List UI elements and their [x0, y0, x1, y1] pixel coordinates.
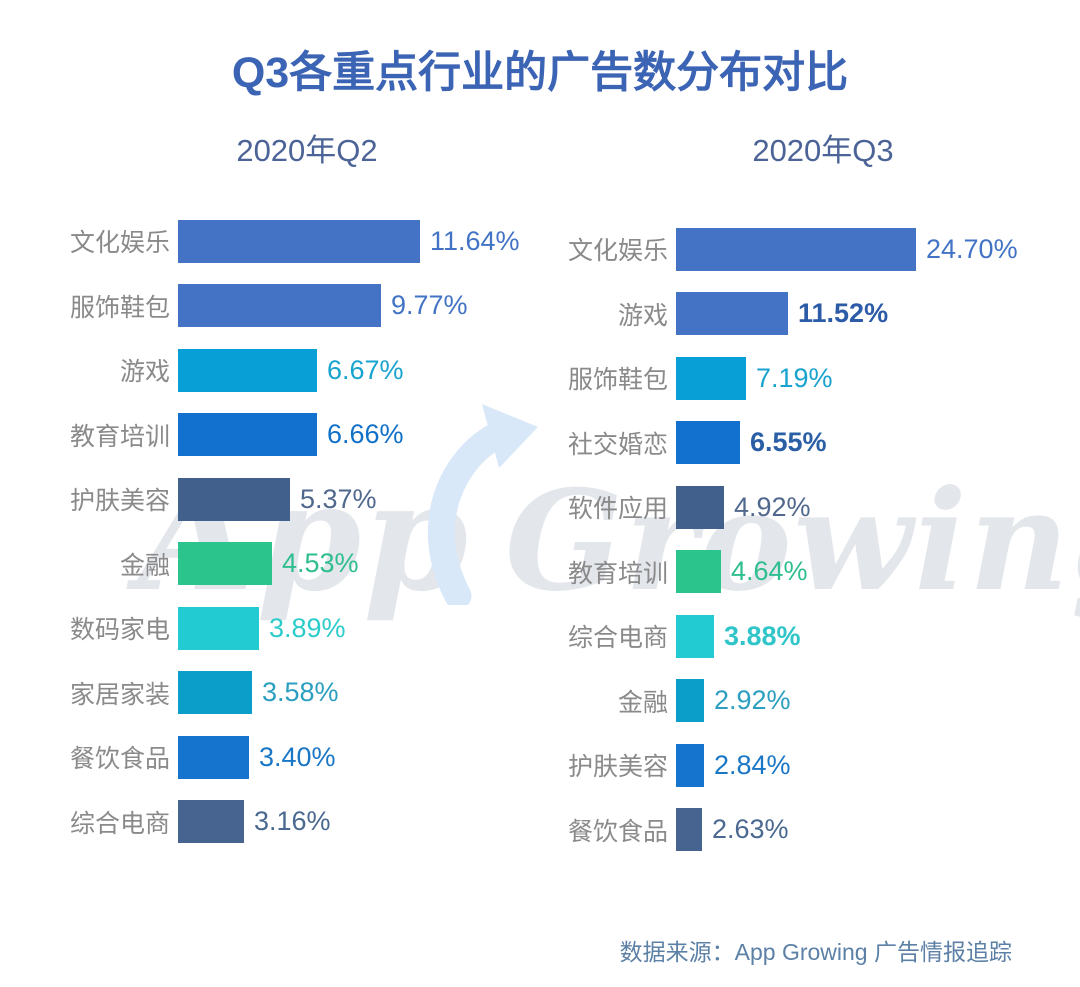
category-label: 教育培训 [69, 422, 170, 451]
bar [178, 606, 259, 650]
bar [676, 356, 746, 400]
chart-row: 餐饮食品 3.40% [50, 725, 540, 790]
bar [178, 542, 272, 586]
chart-2020-q2-rows: 文化娱乐 11.64% 服饰鞋包 9.77% 游戏 6.67% 教育培训 6.66% 护肤美容 5… [50, 209, 540, 854]
bar [676, 227, 916, 271]
category-label: 游戏 [119, 358, 170, 387]
category-label: 护肤美容 [567, 753, 668, 782]
bar [676, 743, 704, 787]
chart-2020-q3: 2020年Q3 文化娱乐 24.70% 游戏 11.52% 服饰鞋包 7.19% 社交婚恋 6… [548, 133, 1068, 862]
chart-row: 游戏 11.52% [548, 282, 1068, 347]
value-label: 6.66% [327, 419, 404, 450]
chart-2020-q2-header: 2020年Q2 [236, 133, 378, 168]
category-label: 金融 [119, 551, 170, 580]
chart-row: 教育培训 6.66% [50, 403, 540, 468]
bar [676, 421, 740, 465]
bar [178, 735, 249, 779]
value-label: 6.55% [750, 427, 827, 458]
chart-row: 文化娱乐 11.64% [50, 209, 540, 274]
chart-row: 社交婚恋 6.55% [548, 411, 1068, 476]
chart-row: 综合电商 3.88% [548, 604, 1068, 669]
value-label: 3.89% [269, 612, 346, 643]
chart-row: 服饰鞋包 7.19% [548, 346, 1068, 411]
chart-row: 教育培训 4.64% [548, 540, 1068, 605]
bar [676, 808, 702, 852]
category-label: 软件应用 [567, 495, 668, 524]
category-label: 综合电商 [69, 809, 170, 838]
chart-row: 餐饮食品 2.63% [548, 798, 1068, 863]
value-label: 2.84% [714, 749, 791, 780]
value-label: 9.77% [391, 290, 468, 321]
category-label: 社交婚恋 [567, 430, 668, 459]
value-label: 5.37% [300, 483, 377, 514]
value-label: 11.64% [430, 225, 520, 256]
category-label: 护肤美容 [69, 487, 170, 516]
chart-row: 金融 2.92% [548, 669, 1068, 734]
category-label: 家居家装 [69, 680, 170, 709]
bar [178, 413, 317, 457]
bar [676, 614, 714, 658]
category-label: 文化娱乐 [69, 229, 170, 258]
bar [676, 485, 724, 529]
chart-2020-q2: 2020年Q2 文化娱乐 11.64% 服饰鞋包 9.77% 游戏 6.67% 教育培训 6.… [50, 133, 540, 854]
value-label: 4.53% [282, 548, 359, 579]
category-label: 综合电商 [567, 624, 668, 653]
chart-row: 护肤美容 5.37% [50, 467, 540, 532]
value-label: 11.52% [798, 298, 889, 329]
category-label: 服饰鞋包 [567, 366, 668, 395]
value-label: 3.40% [259, 741, 336, 772]
value-label: 3.16% [254, 806, 331, 837]
value-label: 3.58% [262, 677, 339, 708]
category-label: 餐饮食品 [567, 817, 668, 846]
category-label: 游戏 [617, 301, 668, 330]
value-label: 3.88% [724, 620, 801, 651]
category-label: 数码家电 [69, 616, 170, 645]
category-label: 服饰鞋包 [69, 293, 170, 322]
value-label: 2.92% [714, 685, 791, 716]
bar [676, 679, 704, 723]
bar [178, 800, 244, 844]
bar [178, 219, 420, 263]
page-title: Q3各重点行业的广告数分布对比 [231, 49, 849, 97]
chart-row: 数码家电 3.89% [50, 596, 540, 661]
value-label: 4.92% [734, 491, 811, 522]
value-label: 2.63% [712, 814, 789, 845]
bar [676, 292, 788, 336]
chart-row: 综合电商 3.16% [50, 790, 540, 855]
bar [178, 671, 252, 715]
value-label: 7.19% [756, 362, 833, 393]
category-label: 金融 [617, 688, 668, 717]
value-label: 6.67% [327, 354, 404, 385]
chart-row: 家居家装 3.58% [50, 661, 540, 726]
category-label: 文化娱乐 [567, 237, 668, 266]
bar [178, 477, 290, 521]
chart-row: 游戏 6.67% [50, 338, 540, 403]
value-label: 24.70% [926, 233, 1018, 264]
category-label: 教育培训 [567, 559, 668, 588]
chart-row: 软件应用 4.92% [548, 475, 1068, 540]
bar [178, 284, 381, 328]
chart-row: 文化娱乐 24.70% [548, 217, 1068, 282]
data-source-note: 数据来源：App Growing 广告情报追踪 [619, 939, 1012, 965]
chart-row: 服饰鞋包 9.77% [50, 274, 540, 339]
chart-row: 护肤美容 2.84% [548, 733, 1068, 798]
bar [178, 348, 317, 392]
chart-2020-q3-header: 2020年Q3 [752, 133, 894, 168]
chart-2020-q3-rows: 文化娱乐 24.70% 游戏 11.52% 服饰鞋包 7.19% 社交婚恋 6.55% 软件应用… [548, 217, 1068, 862]
category-label: 餐饮食品 [69, 745, 170, 774]
chart-row: 金融 4.53% [50, 532, 540, 597]
value-label: 4.64% [731, 556, 808, 587]
bar [676, 550, 721, 594]
